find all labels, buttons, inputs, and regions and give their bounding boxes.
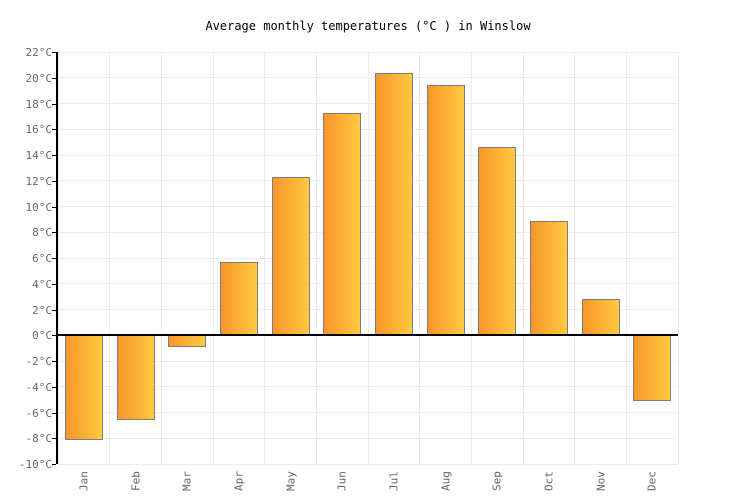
y-axis-line (56, 52, 58, 464)
y-tick-label: -2°C (25, 355, 53, 368)
y-tick-mark (52, 335, 56, 337)
y-tick-mark (52, 258, 56, 259)
y-tick-mark (52, 180, 56, 182)
gridline-v (109, 52, 111, 464)
gridline-v (315, 52, 317, 464)
y-tick-label: 10°C (25, 200, 53, 214)
x-tick-label-aug: Aug (439, 471, 452, 491)
y-tick-label: -4°C (25, 380, 53, 394)
x-tick-label-sep: Sep (490, 471, 504, 491)
y-tick-mark (52, 206, 56, 208)
y-tick-label: 18°C (25, 97, 53, 111)
zero-line (58, 334, 678, 337)
x-tick-label-nov: Nov (594, 471, 607, 491)
gridline-v (522, 52, 524, 464)
gridline-v (574, 52, 576, 464)
y-tick-mark (52, 464, 56, 465)
y-tick-mark (52, 129, 56, 131)
y-tick-label: 20°C (25, 71, 53, 85)
y-tick-mark (52, 386, 56, 388)
y-tick-label: 8°C (32, 226, 52, 240)
chart-title: Average monthly temperatures (°C ) in Wi… (205, 19, 531, 33)
y-tick-mark (52, 77, 56, 79)
bar-jul (374, 72, 413, 336)
y-tick-label: -8°C (25, 432, 53, 446)
gridline-v (264, 52, 266, 464)
gridline-v (212, 52, 214, 464)
plot-area (52, 51, 679, 465)
y-tick-label: 6°C (32, 252, 52, 265)
bar-aug (426, 85, 465, 336)
y-tick-label: 0°C (32, 329, 52, 343)
bar-nov (581, 299, 620, 336)
bar-sep (478, 147, 517, 336)
y-tick-mark (52, 103, 56, 105)
gridline-v (677, 52, 679, 464)
gridline-v (57, 52, 59, 464)
y-tick-mark (52, 283, 56, 285)
y-tick-mark (52, 309, 56, 311)
x-tick-label-jun: Jun (335, 471, 349, 491)
x-tick-label-mar: Mar (180, 471, 194, 491)
bar-apr (219, 261, 258, 336)
y-tick-mark (52, 232, 56, 234)
bar-mar (168, 335, 207, 347)
gridline-v (625, 52, 627, 464)
y-tick-mark (52, 155, 56, 156)
y-tick-mark (52, 52, 56, 53)
y-tick-mark (52, 412, 56, 414)
y-tick-label: 2°C (32, 303, 52, 317)
y-tick-label: 12°C (25, 174, 53, 188)
bar-may (271, 176, 310, 336)
x-tick-label-feb: Feb (129, 471, 142, 491)
y-tick-label: -6°C (25, 406, 53, 420)
gridline-v (160, 52, 162, 464)
y-tick-label: -10°C (18, 458, 52, 471)
bar-jan (64, 335, 103, 440)
y-tick-label: 16°C (25, 123, 53, 137)
x-tick-label-dec: Dec (645, 471, 659, 491)
gridline-v (367, 52, 369, 464)
bar-feb (116, 335, 155, 421)
x-tick-label-jan: Jan (77, 471, 91, 491)
bar-oct (529, 220, 568, 336)
x-tick-label-may: May (284, 471, 297, 491)
y-tick-mark (52, 361, 56, 362)
x-tick-label-oct: Oct (542, 471, 556, 491)
x-tick-label-jul: Jul (387, 471, 401, 491)
gridline-h (58, 463, 678, 465)
y-tick-label: 14°C (25, 149, 53, 162)
gridline-v (419, 52, 421, 464)
y-tick-label: 4°C (32, 277, 52, 291)
bar-dec (633, 335, 672, 401)
gridline-v (470, 52, 472, 464)
bar-jun (323, 112, 362, 336)
x-tick-label-apr: Apr (232, 471, 246, 491)
y-tick-mark (52, 438, 56, 440)
y-tick-label: 22°C (25, 46, 53, 59)
